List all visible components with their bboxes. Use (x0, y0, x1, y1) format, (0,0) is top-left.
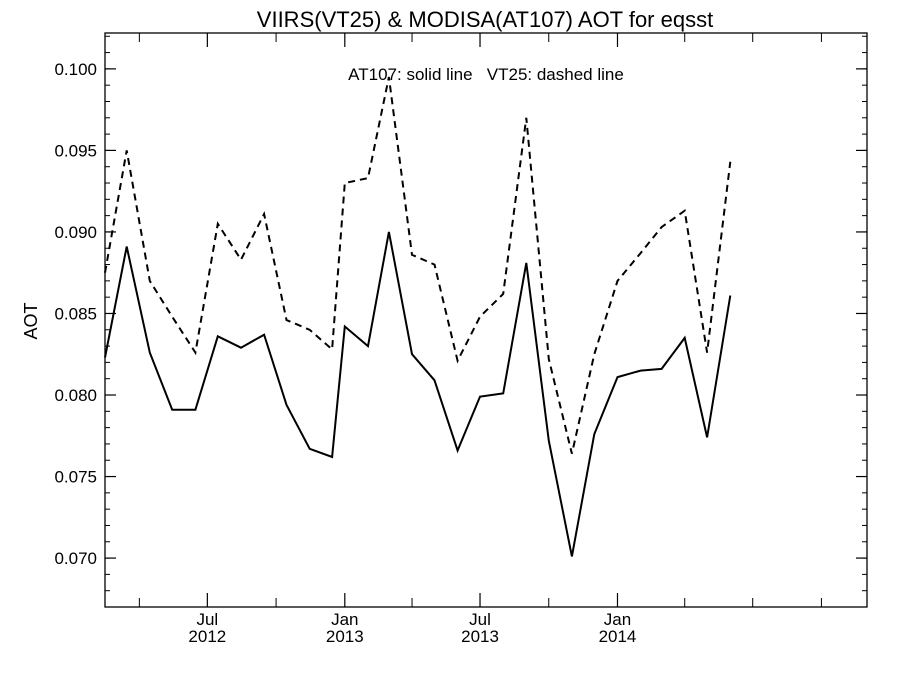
x-tick-label-year: 2012 (188, 627, 226, 646)
y-tick-label: 0.070 (54, 549, 97, 568)
chart-title: VIIRS(VT25) & MODISA(AT107) AOT for eqss… (257, 7, 713, 32)
y-tick-label: 0.090 (54, 223, 97, 242)
y-tick-label: 0.085 (54, 304, 97, 323)
plot-frame (104, 32, 868, 608)
y-tick-label: 0.080 (54, 386, 97, 405)
x-tick-label-month: Jan (331, 610, 358, 629)
y-axis-label: AOT (21, 302, 41, 339)
y-tick-label: 0.075 (54, 468, 97, 487)
series-line-at107 (104, 231, 732, 557)
x-tick-label-year: 2013 (461, 627, 499, 646)
series-line-vt25 (104, 76, 732, 454)
y-tick-label: 0.095 (54, 141, 97, 160)
series-lines (104, 76, 732, 557)
legend-annotation: AT107: solid line VT25: dashed line (348, 65, 624, 84)
x-tick-label-month: Jan (604, 610, 631, 629)
x-tick-label-year: 2014 (599, 627, 637, 646)
x-tick-label-year: 2013 (326, 627, 364, 646)
x-tick-label-month: Jul (469, 610, 491, 629)
y-axis-ticks: 0.070 0.075 0.080 0.085 0.090 0.095 0.100 (54, 35, 867, 608)
x-tick-label-month: Jul (196, 610, 218, 629)
y-tick-label: 0.100 (54, 60, 97, 79)
